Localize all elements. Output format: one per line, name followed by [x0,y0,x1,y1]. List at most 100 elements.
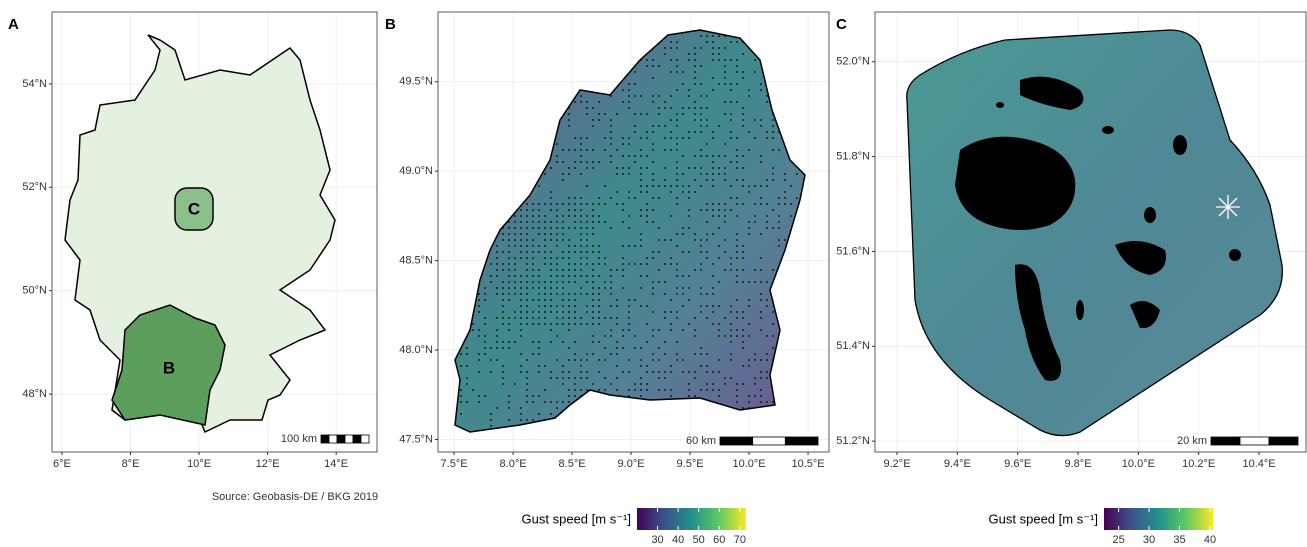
site-dot [646,137,648,139]
site-dot [688,227,690,229]
site-dot [742,245,744,247]
site-dot [598,359,600,361]
site-dot [706,239,708,241]
site-dot [724,221,726,223]
site-dot [718,371,720,373]
site-dot [736,281,738,283]
site-dot [748,281,750,283]
site-dot [682,107,684,109]
site-dot [484,287,486,289]
site-dot [634,263,636,265]
site-dot [598,275,600,277]
site-dot [640,167,642,169]
site-dot [676,245,678,247]
site-dot [550,323,552,325]
site-dot [502,251,504,253]
site-dot [502,233,504,235]
site-dot [748,359,750,361]
y-tick-label: 52.0°N [836,56,870,68]
site-dot [628,323,630,325]
site-dot [706,143,708,145]
site-dot [538,341,540,343]
site-dot [538,293,540,295]
site-dot [538,317,540,319]
site-dot [496,257,498,259]
site-dot [544,245,546,247]
site-dot [586,161,588,163]
site-dot [574,305,576,307]
site-dot [550,221,552,223]
site-dot [778,197,780,199]
site-dot [754,221,756,223]
site-dot [556,305,558,307]
site-dot [688,167,690,169]
site-dot [772,131,774,133]
site-dot [628,371,630,373]
colorbar [1104,508,1213,530]
site-dot [538,365,540,367]
site-dot [742,311,744,313]
site-dot [682,251,684,253]
site-dot [580,215,582,217]
site-dot [664,377,666,379]
site-dot [610,287,612,289]
site-dot [766,95,768,97]
site-dot [652,101,654,103]
site-dot [796,173,798,175]
site-dot [640,395,642,397]
site-dot [658,125,660,127]
site-dot [718,245,720,247]
site-dot [730,89,732,91]
site-dot [682,305,684,307]
site-dot [676,161,678,163]
site-dot [730,323,732,325]
site-dot [550,263,552,265]
site-dot [712,293,714,295]
site-dot [658,197,660,199]
site-dot [592,203,594,205]
site-dot [724,65,726,67]
site-dot [586,227,588,229]
site-dot [664,311,666,313]
site-dot [652,359,654,361]
site-dot [724,383,726,385]
site-dot [688,323,690,325]
site-dot [640,245,642,247]
site-dot [568,197,570,199]
site-dot [760,233,762,235]
site-dot [592,317,594,319]
site-dot [514,287,516,289]
site-dot [724,209,726,211]
site-dot [478,359,480,361]
site-dot [712,137,714,139]
site-dot [478,311,480,313]
y-tick-label: 51.8°N [836,151,870,163]
site-dot [706,353,708,355]
site-dot [694,83,696,85]
site-dot [538,395,540,397]
x-tick-label: 12°E [256,458,280,470]
site-dot [496,263,498,265]
colorbar-tick-label: 50 [693,534,705,546]
site-dot [508,329,510,331]
site-dot [772,209,774,211]
site-dot [766,137,768,139]
site-dot [694,239,696,241]
site-dot [706,41,708,43]
site-dot [502,287,504,289]
site-dot [652,95,654,97]
site-dot [514,221,516,223]
scale-bar-segment [752,436,786,446]
site-dot [592,281,594,283]
site-dot [526,389,528,391]
site-dot [712,209,714,211]
site-dot [664,341,666,343]
site-dot [556,209,558,211]
site-dot [508,245,510,247]
site-dot [532,227,534,229]
site-dot [664,47,666,49]
site-dot [640,377,642,379]
y-tick-label: 48.5°N [399,255,433,267]
site-dot [562,287,564,289]
site-dot [586,107,588,109]
